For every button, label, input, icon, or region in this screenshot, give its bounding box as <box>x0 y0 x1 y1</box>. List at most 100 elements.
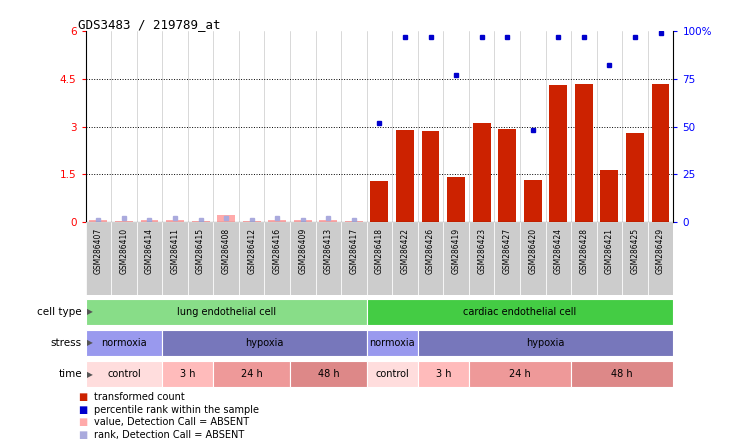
Bar <box>422 131 440 222</box>
Text: hypoxia: hypoxia <box>526 338 565 348</box>
Text: GSM286422: GSM286422 <box>400 228 409 274</box>
Text: GDS3483 / 219789_at: GDS3483 / 219789_at <box>78 18 221 31</box>
Text: cardiac endothelial cell: cardiac endothelial cell <box>464 307 577 317</box>
Bar <box>575 83 593 222</box>
Text: GSM286409: GSM286409 <box>298 228 307 274</box>
Bar <box>294 220 312 222</box>
Text: GSM286424: GSM286424 <box>554 228 562 274</box>
Bar <box>86 330 162 356</box>
Text: ▶: ▶ <box>87 369 93 379</box>
Bar <box>600 170 618 222</box>
Text: GSM286416: GSM286416 <box>273 228 282 274</box>
Bar <box>243 221 260 222</box>
Text: normoxia: normoxia <box>370 338 415 348</box>
Bar <box>648 222 673 295</box>
Text: GSM286426: GSM286426 <box>426 228 435 274</box>
Bar <box>443 222 469 295</box>
Bar <box>264 222 290 295</box>
Bar <box>192 221 210 222</box>
Bar <box>290 361 367 387</box>
Bar <box>524 180 542 222</box>
Bar <box>115 221 133 222</box>
Bar <box>319 220 337 222</box>
Bar <box>239 222 264 295</box>
Text: 3 h: 3 h <box>435 369 451 379</box>
Text: 3 h: 3 h <box>180 369 196 379</box>
Bar <box>214 222 239 295</box>
Text: cell type: cell type <box>37 307 82 317</box>
Bar <box>111 222 137 295</box>
Bar <box>217 215 235 222</box>
Text: lung endothelial cell: lung endothelial cell <box>176 307 276 317</box>
Text: ■: ■ <box>78 417 87 427</box>
Bar <box>86 222 111 295</box>
Bar <box>520 222 545 295</box>
Text: 24 h: 24 h <box>241 369 263 379</box>
Text: percentile rank within the sample: percentile rank within the sample <box>94 405 260 415</box>
Text: hypoxia: hypoxia <box>246 338 283 348</box>
Bar <box>141 220 158 222</box>
Text: ▶: ▶ <box>87 307 93 317</box>
Bar <box>367 299 673 325</box>
Bar <box>214 361 290 387</box>
Bar <box>371 181 388 222</box>
Bar <box>626 133 644 222</box>
Text: GSM286408: GSM286408 <box>222 228 231 274</box>
Text: GSM286421: GSM286421 <box>605 228 614 274</box>
Bar <box>652 83 670 222</box>
Text: GSM286418: GSM286418 <box>375 228 384 274</box>
Bar <box>571 222 597 295</box>
Text: transformed count: transformed count <box>94 392 185 402</box>
Bar <box>418 222 443 295</box>
Text: GSM286415: GSM286415 <box>196 228 205 274</box>
Text: ■: ■ <box>78 392 87 402</box>
Text: GSM286425: GSM286425 <box>630 228 640 274</box>
Bar <box>86 361 162 387</box>
Text: GSM286411: GSM286411 <box>170 228 179 274</box>
Text: 48 h: 48 h <box>318 369 339 379</box>
Bar <box>345 221 363 222</box>
Text: control: control <box>375 369 409 379</box>
Bar <box>162 222 187 295</box>
Text: GSM286414: GSM286414 <box>145 228 154 274</box>
Bar <box>367 330 418 356</box>
Bar <box>549 85 567 222</box>
Text: GSM286419: GSM286419 <box>452 228 461 274</box>
Text: normoxia: normoxia <box>101 338 147 348</box>
Bar <box>545 222 571 295</box>
Bar <box>571 361 673 387</box>
Text: GSM286413: GSM286413 <box>324 228 333 274</box>
Bar <box>498 129 516 222</box>
Bar <box>162 330 367 356</box>
Bar <box>495 222 520 295</box>
Text: ■: ■ <box>78 430 87 440</box>
Bar <box>367 222 392 295</box>
Bar <box>166 220 184 222</box>
Bar <box>447 177 465 222</box>
Bar <box>418 361 469 387</box>
Bar <box>396 130 414 222</box>
Text: GSM286428: GSM286428 <box>580 228 589 274</box>
Text: control: control <box>107 369 141 379</box>
Bar <box>269 220 286 222</box>
Text: GSM286420: GSM286420 <box>528 228 537 274</box>
Bar <box>469 361 571 387</box>
Text: GSM286429: GSM286429 <box>656 228 665 274</box>
Text: GSM286427: GSM286427 <box>503 228 512 274</box>
Bar <box>472 123 490 222</box>
Bar <box>418 330 673 356</box>
Bar <box>597 222 622 295</box>
Text: GSM286412: GSM286412 <box>247 228 256 274</box>
Text: GSM286423: GSM286423 <box>477 228 486 274</box>
Bar <box>315 222 341 295</box>
Bar <box>622 222 648 295</box>
Text: GSM286410: GSM286410 <box>119 228 129 274</box>
Text: ▶: ▶ <box>87 338 93 348</box>
Bar <box>137 222 162 295</box>
Bar <box>187 222 214 295</box>
Text: GSM286417: GSM286417 <box>350 228 359 274</box>
Text: stress: stress <box>51 338 82 348</box>
Bar <box>86 299 367 325</box>
Text: GSM286407: GSM286407 <box>94 228 103 274</box>
Bar <box>469 222 495 295</box>
